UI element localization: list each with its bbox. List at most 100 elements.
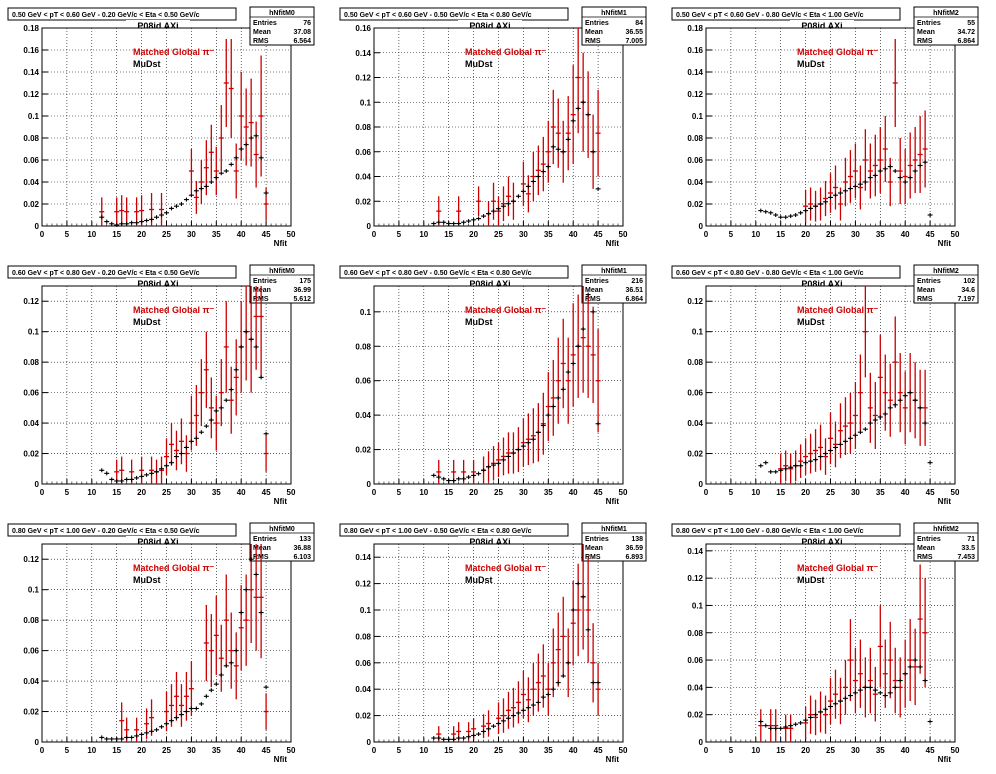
cut-label: 0.80 GeV < pT < 1.00 GeV - 0.20 GeV/c < … <box>12 528 200 535</box>
matched-point <box>788 714 794 742</box>
x-tick-label: 30 <box>851 230 860 239</box>
matched-point <box>193 385 199 446</box>
mudst-point <box>902 393 908 398</box>
mudst-point <box>431 221 437 226</box>
y-tick-label: 0.16 <box>687 46 703 55</box>
mudst-point <box>530 437 536 442</box>
mudst-point <box>798 210 804 215</box>
x-tick-label: 5 <box>65 230 70 239</box>
x-tick-label: 35 <box>876 230 885 239</box>
stats-entries-label: Entries <box>253 278 277 285</box>
mudst-point <box>758 719 764 724</box>
y-tick-label: 0.06 <box>23 389 39 398</box>
mudst-point <box>575 106 581 111</box>
x-tick-label: 45 <box>926 230 935 239</box>
mudst-point <box>471 473 477 478</box>
mudst-point <box>164 210 169 215</box>
mudst-point <box>570 361 576 366</box>
mudst-point <box>927 213 933 217</box>
mudst-point <box>233 155 239 160</box>
mudst-point <box>778 726 784 731</box>
mudst-point <box>545 692 551 697</box>
stats-entries-value: 102 <box>963 278 975 285</box>
matched-point <box>595 662 601 716</box>
mudst-point <box>902 180 908 184</box>
panel-title: P08id AXi <box>801 21 842 31</box>
matched-point <box>828 412 833 465</box>
mudst-point <box>104 219 110 224</box>
matched-point <box>872 666 878 722</box>
mudst-point <box>491 209 497 214</box>
cut-label: 0.50 GeV < pT < 0.60 GeV - 0.20 GeV/c < … <box>12 12 200 19</box>
mudst-point <box>922 421 928 426</box>
mudst-point <box>258 610 264 615</box>
matched-point <box>585 557 591 663</box>
y-tick-label: 0.1 <box>692 601 704 610</box>
mudst-point <box>114 222 120 227</box>
mudst-point <box>178 202 184 206</box>
mudst-point <box>565 370 571 375</box>
mudst-point <box>496 461 501 466</box>
panel-title: P08id AXi <box>469 21 510 31</box>
mudst-point <box>783 466 789 471</box>
mudst-point <box>243 587 249 592</box>
matched-point <box>847 150 853 203</box>
matched-point <box>436 459 442 484</box>
stats-rms-value: 7.197 <box>957 296 975 303</box>
y-tick-label: 0.08 <box>355 123 371 132</box>
matched-point <box>134 717 140 742</box>
matched-point <box>595 89 601 177</box>
matched-point <box>208 124 214 180</box>
mudst-point <box>203 694 209 699</box>
mudst-point <box>248 557 254 562</box>
histogram-panel: 0.60 GeV < pT < 0.80 GeV - 0.80 GeV/c < … <box>671 264 979 506</box>
x-tick-label: 30 <box>851 746 860 755</box>
x-tick-label: 30 <box>519 230 528 239</box>
matched-point <box>193 180 199 214</box>
x-tick-label: 35 <box>212 746 221 755</box>
matched-point <box>862 286 868 378</box>
y-tick-label: 0.1 <box>692 112 704 121</box>
y-tick-label: 0.06 <box>355 377 371 386</box>
mudst-point <box>520 444 526 449</box>
y-tick-label: 0.1 <box>28 112 40 121</box>
mudst-point <box>253 572 259 577</box>
matched-point <box>233 339 239 416</box>
mudst-point <box>927 460 933 465</box>
mudst-point <box>510 713 516 718</box>
matched-point <box>768 709 774 742</box>
matched-point <box>164 438 169 475</box>
mudst-point <box>897 175 903 180</box>
matched-point <box>545 662 551 716</box>
cut-label-box <box>671 523 901 537</box>
x-tick-label: 30 <box>187 488 196 497</box>
mudst-point <box>808 459 814 464</box>
mudst-point <box>436 736 442 741</box>
mudst-point <box>758 208 764 213</box>
mudst-point <box>193 436 199 441</box>
y-tick-label: 0 <box>35 738 40 747</box>
x-axis-label: Nfit <box>274 755 288 764</box>
histogram-panel: 0.50 GeV < pT < 0.60 GeV - 0.50 GeV/c < … <box>339 6 647 248</box>
y-tick-label: 0.18 <box>687 24 703 33</box>
x-tick-label: 35 <box>212 230 221 239</box>
stats-entries-label: Entries <box>253 20 277 27</box>
cut-label: 0.50 GeV < pT < 0.60 GeV - 0.50 GeV/c < … <box>344 12 532 19</box>
mudst-point <box>154 727 160 732</box>
matched-point <box>218 359 224 427</box>
matched-point <box>828 677 833 725</box>
mudst-point <box>857 688 863 693</box>
mudst-point <box>862 685 868 690</box>
mudst-point <box>525 184 531 189</box>
matched-point <box>535 145 541 196</box>
mudst-point <box>862 427 868 432</box>
y-tick-label: 0.1 <box>360 98 372 107</box>
x-tick-label: 35 <box>544 746 553 755</box>
mudst-point <box>446 737 452 742</box>
matched-point <box>595 329 601 433</box>
matched-point <box>882 116 888 182</box>
matched-point <box>857 354 863 431</box>
x-tick-label: 5 <box>729 746 734 755</box>
mudst-point <box>555 680 561 685</box>
x-tick-label: 15 <box>444 746 453 755</box>
